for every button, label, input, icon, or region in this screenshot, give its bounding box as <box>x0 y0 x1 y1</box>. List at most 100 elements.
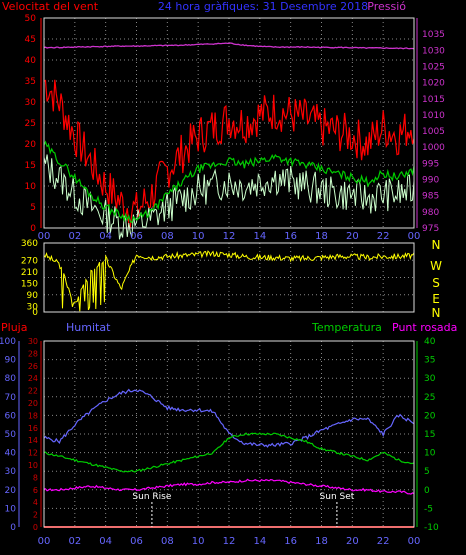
climate-x-tick-label: 04 <box>99 536 112 547</box>
rain-y-tick-label: 20 <box>28 399 38 408</box>
pressure-y-tick-label: 1025 <box>422 62 445 72</box>
compass-label: N <box>432 306 441 320</box>
wind-x-tick-label: 04 <box>99 231 112 242</box>
direction-y-tick-label: 210 <box>21 268 38 278</box>
direction-y-tick-label: 30 <box>27 302 39 312</box>
wind-x-tick-label: 22 <box>377 231 390 242</box>
humidity-series-line <box>43 388 415 448</box>
compass-label: S <box>432 276 440 290</box>
pressure-y-tick-label: 1005 <box>422 127 445 137</box>
average-series-line <box>43 140 415 224</box>
humidity-y-tick-label: 20 <box>5 486 17 496</box>
humidity-y-tick-label: 100 <box>0 337 16 347</box>
wind-x-tick-label: 00 <box>38 231 51 242</box>
wind-x-tick-label: 02 <box>68 231 81 242</box>
rain-y-tick-label: 14 <box>28 436 38 445</box>
wind-y-tick-label: 5 <box>30 203 36 213</box>
wind-x-tick-label: 08 <box>161 231 174 242</box>
temperature-y-tick-label: 30 <box>424 374 436 384</box>
humidity-y-tick-label: 40 <box>5 449 17 459</box>
humidity-label: Humitat <box>66 321 111 334</box>
compass-label: E <box>432 292 440 306</box>
humidity-y-tick-label: 30 <box>5 467 17 477</box>
humidity-y-tick-label: 80 <box>5 374 17 384</box>
temperature-y-tick-label: 15 <box>424 430 435 440</box>
climate-x-tick-label: 00 <box>408 536 421 547</box>
pressure-series-line <box>43 42 415 50</box>
humidity-y-tick-label: 60 <box>5 411 17 421</box>
climate-x-tick-label: 12 <box>223 536 236 547</box>
pressure-y-tick-label: 985 <box>422 192 439 202</box>
wind-y-tick-label: 25 <box>25 119 36 129</box>
pressure-y-tick-label: 1030 <box>422 46 445 56</box>
rain-y-tick-label: 18 <box>28 411 38 420</box>
temperature-y-tick-label: 10 <box>424 449 436 459</box>
climate-x-tick-label: 14 <box>253 536 266 547</box>
gust-series-line <box>43 79 415 229</box>
rain-y-tick-label: 6 <box>33 486 38 495</box>
pressure-y-tick-label: 975 <box>422 224 439 234</box>
rain-y-tick-label: 26 <box>28 362 38 371</box>
wind-x-tick-label: 10 <box>192 231 205 242</box>
temperature-y-tick-label: 40 <box>424 337 436 347</box>
pressure-y-tick-label: 1020 <box>422 79 445 89</box>
wind-x-tick-label: 14 <box>253 231 266 242</box>
pressure-label: Pressió <box>367 0 406 13</box>
wind-speed-label: Velocitat del vent <box>2 0 99 13</box>
speed-series-line <box>43 154 415 240</box>
humidity-y-tick-label: 0 <box>10 523 16 533</box>
rain-label: Pluja <box>1 321 27 334</box>
rain-y-tick-label: 24 <box>28 374 38 383</box>
rain-y-tick-label: 2 <box>33 511 38 520</box>
pressure-y-tick-label: 995 <box>422 159 439 169</box>
direction-series-line <box>43 250 415 312</box>
temperature-y-tick-label: -5 <box>424 504 433 514</box>
rain-y-tick-label: 22 <box>28 387 38 396</box>
wind-y-tick-label: 30 <box>25 98 37 108</box>
wind-x-tick-label: 18 <box>315 231 328 242</box>
sun-rise-label: Sun Rise <box>132 492 171 502</box>
direction-y-tick-label: 0 <box>32 308 38 318</box>
climate-x-tick-label: 00 <box>38 536 51 547</box>
wind-y-tick-label: 35 <box>25 77 36 87</box>
wind-y-tick-label: 45 <box>25 35 36 45</box>
climate-x-tick-label: 22 <box>377 536 390 547</box>
rain-y-tick-label: 12 <box>28 449 38 458</box>
temperature-y-tick-label: -10 <box>424 523 439 533</box>
pressure-y-tick-label: 1015 <box>422 95 445 105</box>
climate-frame <box>43 340 415 528</box>
direction-y-tick-label: 150 <box>21 279 38 289</box>
temperature-y-tick-label: 5 <box>424 467 430 477</box>
wind-x-tick-label: 12 <box>223 231 236 242</box>
direction-frame <box>43 242 415 313</box>
wind-y-tick-label: 0 <box>30 224 36 234</box>
pressure-y-tick-label: 990 <box>422 176 439 186</box>
rain-y-tick-label: 16 <box>28 424 38 433</box>
dewpoint-label: Punt rosada <box>392 321 457 334</box>
temperature-y-tick-label: 35 <box>424 356 435 366</box>
temperature-y-tick-label: 20 <box>424 411 436 421</box>
rain-y-tick-label: 10 <box>28 461 38 470</box>
climate-x-tick-label: 16 <box>284 536 297 547</box>
rain-y-tick-label: 28 <box>28 349 38 358</box>
pressure-y-tick-label: 1035 <box>422 30 445 40</box>
pressure-y-tick-label: 1000 <box>422 143 445 153</box>
direction-y-tick-label: 90 <box>27 291 39 301</box>
wind-frame <box>43 17 415 229</box>
sun-set-label: Sun Set <box>320 492 355 502</box>
direction-y-tick-label: 360 <box>21 239 38 249</box>
rain-y-tick-label: 0 <box>33 523 38 532</box>
pressure-y-tick-label: 980 <box>422 208 439 218</box>
direction-y-tick-label: 270 <box>21 256 38 266</box>
wind-y-tick-label: 15 <box>25 161 36 171</box>
humidity-y-tick-label: 90 <box>5 356 17 366</box>
climate-x-tick-label: 06 <box>130 536 143 547</box>
wind-x-tick-label: 06 <box>130 231 143 242</box>
climate-x-tick-label: 20 <box>346 536 359 547</box>
rain-y-tick-label: 30 <box>28 337 38 346</box>
chart-title: 24 hora gràfiques: 31 Desembre 2018 <box>158 0 368 13</box>
climate-x-tick-label: 02 <box>68 536 81 547</box>
temperature-label: Temperatura <box>311 321 382 334</box>
wind-y-tick-label: 20 <box>25 140 37 150</box>
